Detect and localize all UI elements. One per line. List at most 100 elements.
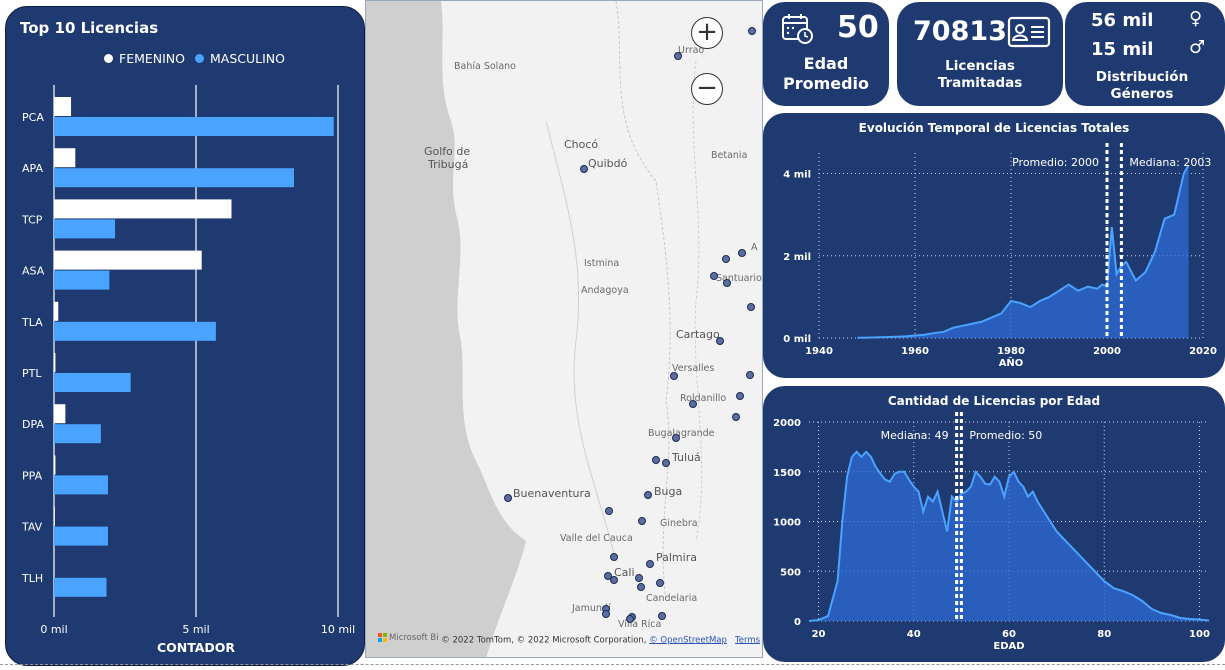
- map-point[interactable]: [638, 517, 646, 525]
- map-point[interactable]: [646, 560, 654, 568]
- map-label-andagoya: Andagoya: [581, 285, 629, 296]
- kpi-generos-label-line1: Distribución: [1095, 69, 1189, 85]
- terms-link[interactable]: Terms: [735, 635, 761, 645]
- bar-masculino[interactable]: [54, 424, 101, 444]
- map-point[interactable]: [722, 255, 730, 263]
- map-point[interactable]: [602, 610, 610, 618]
- map-point[interactable]: [580, 165, 588, 173]
- bar-category-label: ASA: [22, 265, 45, 278]
- map-point[interactable]: [658, 612, 666, 620]
- bar-masculino[interactable]: [54, 577, 107, 597]
- map-point[interactable]: [644, 491, 652, 499]
- kpi-female-value: 56 mil: [1091, 10, 1154, 31]
- map-point[interactable]: [674, 52, 682, 60]
- bar-femenino[interactable]: [54, 97, 72, 116]
- map-point[interactable]: [610, 576, 618, 584]
- map-point[interactable]: [626, 615, 634, 623]
- female-symbol-icon: ♀: [1189, 8, 1203, 29]
- kpi-edad-label-line2: Promedio: [782, 74, 870, 93]
- map-label-golfo: Golfo de: [424, 145, 471, 158]
- area-chart-1-plot[interactable]: 0 mil 2 mil 4 mil 1940 1960 1980 2000 2020 AÑO Pr…: [763, 113, 1225, 378]
- kpi-licencias-tramitadas: 70813 Licencias Tramitadas: [897, 2, 1063, 106]
- kpi-licencias-label: Licencias Tramitadas: [897, 58, 1063, 92]
- map-background[interactable]: [366, 1, 762, 657]
- map-label-urrao: Urrao: [678, 45, 705, 56]
- map-point[interactable]: [672, 434, 680, 442]
- bar-masculino[interactable]: [54, 475, 108, 495]
- area-chart-1-x-tick-label: 1980: [997, 346, 1025, 357]
- bar-femenino[interactable]: [54, 250, 202, 270]
- zoom-in-button[interactable]: +: [691, 17, 723, 49]
- bar-masculino[interactable]: [54, 219, 116, 239]
- bar-masculino[interactable]: [54, 321, 216, 341]
- id-card-icon: [1007, 16, 1051, 48]
- bar-femenino[interactable]: [54, 506, 55, 526]
- map-point[interactable]: [723, 279, 731, 287]
- map-point[interactable]: [605, 507, 613, 515]
- map-point[interactable]: [746, 371, 754, 379]
- area-chart-1-y-tick-label: 0 mil: [783, 334, 811, 345]
- map-label-bugalagrande: Bugalagrande: [648, 428, 715, 439]
- bar-chart-title: Top 10 Licencias: [20, 19, 159, 37]
- area-chart-1-x-tick-label: 2020: [1189, 346, 1217, 357]
- area-chart-2-plot[interactable]: 0 500 1000 1500 2000 20 40 60 80 100 EDAD Mediana: …: [763, 386, 1225, 662]
- bar-x-tick-label: 0 mil: [40, 623, 67, 636]
- map-point[interactable]: [504, 494, 512, 502]
- kpi-licencias-label-line2: Tramitadas: [937, 74, 1023, 91]
- bar-femenino[interactable]: [54, 353, 56, 372]
- map-label-santuario: Santuario: [716, 273, 762, 284]
- area-chart-2-area-line[interactable]: [808, 450, 1210, 622]
- bar-chart-plot[interactable]: 0 mil 5 mil 10 mil CONTADOR PCA APA TCP ASA TLA P…: [6, 7, 366, 667]
- map-visual[interactable]: Urrao Bahía Solano Golfo de Tribugá Choc…: [365, 0, 763, 658]
- map-point[interactable]: [736, 392, 744, 400]
- map-point[interactable]: [689, 400, 697, 408]
- area-chart-2-area-fill[interactable]: [809, 451, 1209, 621]
- osm-link[interactable]: © OpenStreetMap: [649, 635, 727, 645]
- map-label-candelaria: Candelaria: [646, 593, 698, 604]
- area-chart-1-area-fill[interactable]: [857, 165, 1189, 338]
- bar-femenino[interactable]: [54, 557, 55, 577]
- bar-x-axis-label: CONTADOR: [157, 640, 235, 655]
- area-chart-1-area-line[interactable]: [857, 164, 1190, 339]
- area-chart-2-x-tick-label: 100: [1189, 629, 1210, 640]
- bar-femenino[interactable]: [54, 301, 59, 321]
- map-point[interactable]: [652, 456, 660, 464]
- bar-femenino[interactable]: [54, 199, 232, 219]
- map-point[interactable]: [670, 372, 678, 380]
- map-label-tribuga: Tribugá: [428, 158, 469, 171]
- map-label-valle-del-cauca: Valle del Cauca: [560, 533, 633, 544]
- legend-label-masculino[interactable]: MASCULINO: [210, 51, 285, 66]
- bar-chart-legend[interactable]: FEMENINO MASCULINO: [104, 51, 285, 66]
- map-label-jamundi: Jamundí: [572, 603, 611, 614]
- bar-category-label: PTL: [22, 367, 42, 380]
- bar-femenino[interactable]: [54, 455, 56, 475]
- map-point[interactable]: [637, 583, 645, 591]
- map-point[interactable]: [662, 459, 670, 467]
- area-chart-2-x-axis-label: EDAD: [993, 641, 1024, 652]
- bar-femenino[interactable]: [54, 148, 76, 168]
- map-point[interactable]: [738, 249, 746, 257]
- bar-masculino[interactable]: [54, 270, 110, 290]
- map-point[interactable]: [610, 553, 618, 561]
- bar-masculino[interactable]: [54, 373, 131, 392]
- area-chart-2-x-tick-label: 20: [812, 629, 826, 640]
- bar-femenino[interactable]: [54, 404, 66, 424]
- microsoft-logo-icon: [378, 633, 387, 642]
- bar-category-label: APA: [22, 162, 43, 175]
- bar-masculino[interactable]: [54, 526, 108, 546]
- bar-category-label: PPA: [22, 469, 43, 482]
- area-chart-1-y-tick-label: 4 mil: [783, 170, 811, 181]
- map-point[interactable]: [747, 303, 755, 311]
- map-point[interactable]: [635, 574, 643, 582]
- map-point[interactable]: [716, 337, 724, 345]
- map-point[interactable]: [732, 413, 740, 421]
- legend-label-femenino[interactable]: FEMENINO: [119, 51, 185, 66]
- map-point[interactable]: [710, 272, 718, 280]
- map-label-versalles: Versalles: [672, 363, 715, 374]
- map-label-palmira: Palmira: [656, 551, 697, 564]
- map-point[interactable]: [656, 579, 664, 587]
- bar-masculino[interactable]: [54, 168, 294, 188]
- zoom-out-button[interactable]: −: [691, 73, 723, 105]
- map-point[interactable]: [748, 27, 756, 35]
- bar-masculino[interactable]: [54, 117, 334, 136]
